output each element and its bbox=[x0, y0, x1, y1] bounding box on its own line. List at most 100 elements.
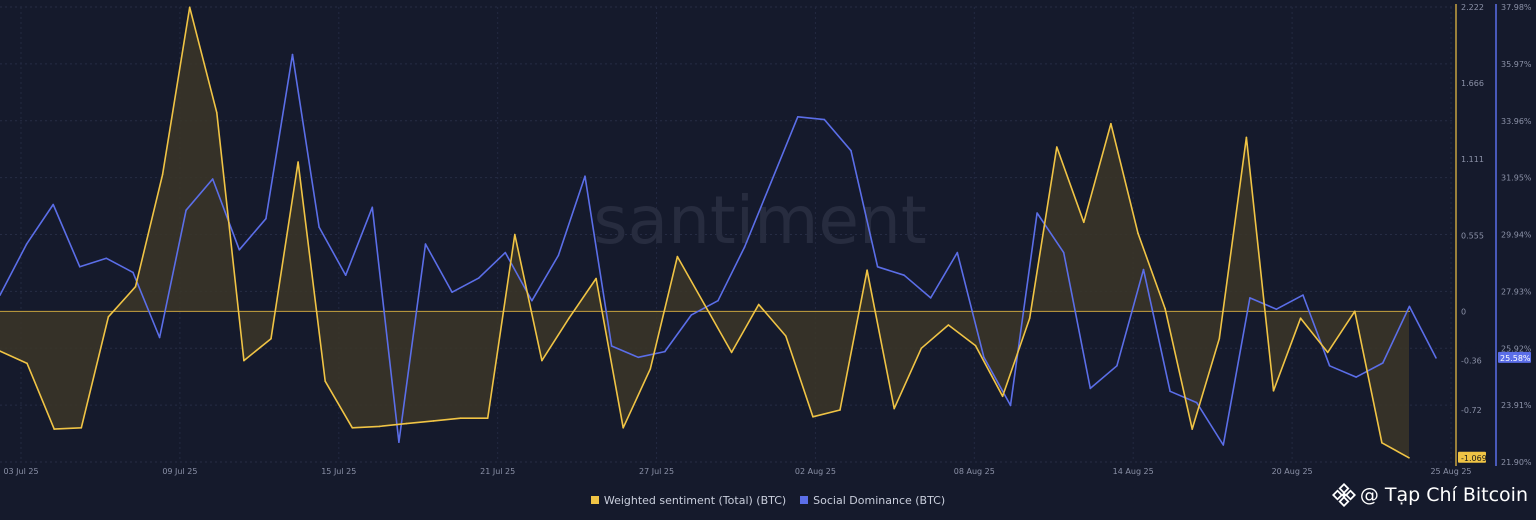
dominance-point bbox=[1169, 390, 1171, 393]
dominance-axis-tick: 21.90% bbox=[1501, 458, 1532, 467]
sentiment-point bbox=[0, 350, 1, 352]
dominance-axis-tick: 37.98% bbox=[1501, 3, 1532, 12]
sentiment-axis-tick: 0 bbox=[1461, 307, 1466, 316]
dominance-point bbox=[690, 314, 693, 316]
sentiment-point bbox=[1001, 395, 1004, 398]
dominance-point bbox=[1275, 308, 1278, 311]
x-axis-tick: 15 Jul 25 bbox=[321, 467, 356, 476]
sentiment-point bbox=[161, 173, 164, 176]
sentiment-point bbox=[26, 362, 28, 365]
sentiment-point bbox=[188, 6, 191, 9]
sentiment-point bbox=[1191, 428, 1193, 430]
sentiment-point bbox=[622, 427, 624, 429]
dominance-point bbox=[0, 294, 1, 296]
dominance-axis-tick: 27.93% bbox=[1501, 287, 1532, 296]
sentiment-point bbox=[595, 277, 597, 280]
dominance-point bbox=[1355, 376, 1357, 378]
sentiment-point bbox=[1110, 122, 1112, 125]
legend-item-sentiment[interactable]: Weighted sentiment (Total) (BTC) bbox=[590, 492, 787, 508]
dominance-point bbox=[929, 297, 932, 299]
brand-watermark: @ Tạp Chí Bitcoin bbox=[1331, 482, 1528, 508]
dominance-point bbox=[504, 251, 507, 254]
dominance-point bbox=[1222, 444, 1225, 446]
dominance-point bbox=[717, 299, 719, 302]
dominance-point bbox=[1249, 297, 1251, 299]
dominance-point bbox=[265, 217, 267, 220]
dominance-point bbox=[1142, 268, 1145, 271]
sentiment-area bbox=[0, 7, 1409, 458]
legend-label-dominance: Social Dominance (BTC) bbox=[813, 493, 946, 507]
sentiment-point bbox=[866, 269, 868, 272]
dominance-current-value: 25.58% bbox=[1500, 354, 1531, 363]
sentiment-point bbox=[947, 324, 950, 326]
x-axis-tick: 02 Aug 25 bbox=[795, 467, 836, 476]
sentiment-current-badge bbox=[1458, 451, 1486, 463]
sentiment-point bbox=[757, 303, 760, 306]
dominance-axis-tick: 29.94% bbox=[1501, 231, 1532, 240]
santiment-watermark: santiment bbox=[593, 182, 926, 259]
sentiment-point bbox=[812, 416, 814, 418]
dominance-point bbox=[238, 249, 241, 251]
legend: Weighted sentiment (Total) (BTC) Social … bbox=[0, 492, 1536, 508]
legend-swatch-dominance bbox=[800, 496, 809, 504]
sentiment-point bbox=[1299, 317, 1302, 320]
x-axis-tick: 08 Aug 25 bbox=[954, 467, 995, 476]
dominance-point bbox=[850, 149, 852, 152]
dominance-point bbox=[664, 350, 666, 353]
dominance-point bbox=[344, 274, 347, 277]
dominance-point bbox=[1302, 294, 1304, 296]
dominance-point bbox=[557, 254, 560, 257]
sentiment-point bbox=[1245, 136, 1248, 139]
sentiment-point bbox=[134, 285, 137, 288]
dominance-axis-tick: 25.92% bbox=[1501, 344, 1532, 353]
dominance-point bbox=[823, 118, 826, 121]
x-axis-tick: 03 Jul 25 bbox=[3, 467, 38, 476]
dominance-point bbox=[743, 246, 746, 248]
dominance-point bbox=[451, 291, 453, 294]
dominance-point bbox=[79, 266, 81, 268]
dominance-point bbox=[477, 277, 480, 279]
x-axis-tick: 20 Aug 25 bbox=[1272, 467, 1313, 476]
sentiment-axis-tick: 1.111 bbox=[1461, 155, 1484, 164]
x-axis-tick: 25 Aug 25 bbox=[1430, 467, 1471, 476]
dominance-point bbox=[1036, 212, 1038, 214]
dominance-point bbox=[1089, 387, 1092, 390]
sentiment-point bbox=[432, 420, 435, 422]
dominance-axis-tick: 35.97% bbox=[1501, 60, 1532, 69]
x-axis-tick: 14 Aug 25 bbox=[1113, 467, 1154, 476]
sentiment-point bbox=[568, 317, 570, 320]
dominance-point bbox=[158, 336, 161, 339]
dominance-axis-tick: 31.95% bbox=[1501, 174, 1532, 183]
dominance-point bbox=[371, 206, 374, 209]
sentiment-point bbox=[1137, 232, 1139, 235]
sentiment-point bbox=[649, 368, 652, 370]
sentiment-point bbox=[80, 427, 83, 429]
dominance-point bbox=[1382, 362, 1384, 364]
sentiment-point bbox=[1028, 317, 1031, 320]
sentiment-axis-tick: -0.36 bbox=[1461, 357, 1482, 366]
legend-item-dominance[interactable]: Social Dominance (BTC) bbox=[800, 492, 945, 508]
sentiment-point bbox=[459, 417, 462, 420]
sentiment-point bbox=[676, 255, 679, 258]
legend-swatch-sentiment bbox=[590, 496, 599, 504]
legend-label-sentiment: Weighted sentiment (Total) (BTC) bbox=[603, 493, 787, 507]
dominance-point bbox=[584, 175, 586, 177]
sentiment-point bbox=[1164, 307, 1166, 310]
sentiment-point bbox=[1381, 442, 1383, 444]
sentiment-point bbox=[405, 422, 408, 425]
sentiment-point bbox=[1326, 351, 1329, 354]
sentiment-point bbox=[324, 380, 327, 383]
sentiment-axis-tick: 1.666 bbox=[1461, 79, 1484, 88]
dominance-point bbox=[1116, 365, 1118, 367]
sentiment-point bbox=[839, 409, 841, 411]
dominance-current-badge bbox=[1498, 351, 1531, 363]
sentiment-current-value: -1.069 bbox=[1461, 454, 1487, 463]
sentiment-point bbox=[730, 351, 733, 354]
sentiment-point bbox=[974, 344, 977, 347]
dominance-point bbox=[132, 271, 134, 274]
sentiment-axis-tick: 2.222 bbox=[1461, 3, 1484, 12]
dominance-point bbox=[770, 181, 772, 183]
sentiment-axis-tick: 0.555 bbox=[1461, 231, 1484, 240]
